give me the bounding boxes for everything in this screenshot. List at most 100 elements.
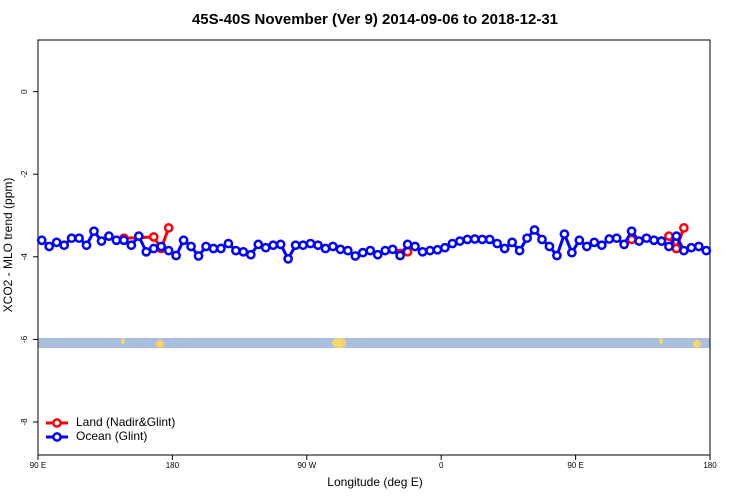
data-point — [253, 239, 264, 250]
x-tick-label: 90 W — [297, 461, 316, 470]
data-point — [410, 241, 420, 252]
data-point — [141, 246, 152, 257]
land-spot — [332, 338, 346, 348]
data-point — [350, 251, 361, 261]
x-tick-label: 90 E — [567, 461, 583, 470]
data-point — [462, 234, 473, 245]
x-tick-label: 180 — [703, 461, 717, 470]
data-point — [238, 246, 249, 257]
data-point — [529, 225, 540, 235]
data-point — [193, 251, 204, 261]
data-point — [656, 236, 667, 246]
data-point — [298, 240, 308, 251]
plot-frame — [37, 39, 711, 456]
data-point — [649, 235, 659, 246]
y-tick-label: 0 — [20, 89, 29, 94]
data-point — [245, 249, 256, 260]
data-point — [417, 246, 428, 257]
data-point — [216, 243, 226, 254]
land-spot — [659, 338, 663, 344]
data-point — [701, 245, 712, 256]
data-point — [395, 250, 405, 261]
data-point — [686, 242, 697, 253]
data-point — [51, 237, 62, 248]
data-point — [156, 241, 167, 252]
y-tick-label: -4 — [20, 253, 29, 261]
data-point — [111, 235, 122, 246]
data-point — [596, 240, 607, 251]
data-point — [679, 223, 689, 233]
x-tick-label: 90 E — [30, 461, 46, 470]
data-point — [81, 240, 92, 251]
y-tick-label: -6 — [20, 335, 29, 343]
data-point — [492, 238, 503, 249]
data-point — [693, 241, 704, 252]
data-point — [260, 242, 271, 253]
data-point — [74, 233, 84, 244]
data-point — [328, 241, 338, 252]
data-point — [343, 245, 353, 256]
data-point — [163, 245, 174, 256]
data-point — [178, 235, 189, 246]
data-point — [402, 239, 413, 250]
data-point — [186, 241, 196, 252]
data-point — [44, 241, 55, 252]
data-point — [275, 239, 286, 250]
data-point — [432, 244, 443, 255]
series — [36, 225, 712, 264]
legend-marker — [52, 418, 62, 428]
data-point — [641, 233, 652, 244]
land-spot — [693, 340, 701, 348]
data-point — [36, 235, 47, 246]
data-point — [320, 243, 331, 254]
data-point — [66, 233, 77, 244]
data-point — [581, 241, 592, 252]
data-point — [514, 245, 525, 256]
data-point — [664, 241, 674, 252]
legend: Land (Nadir&Glint)Ocean (Glint) — [46, 415, 175, 443]
data-point — [89, 226, 99, 237]
data-point — [522, 233, 532, 244]
data-point — [171, 250, 181, 261]
data-point — [537, 234, 547, 245]
data-point — [126, 240, 137, 251]
data-point — [148, 243, 159, 254]
data-point — [283, 254, 293, 264]
legend-marker — [52, 432, 62, 442]
data-point — [626, 226, 637, 237]
data-point — [305, 238, 316, 249]
data-point — [567, 247, 577, 258]
data-point — [387, 244, 398, 255]
data-point — [604, 234, 615, 244]
land-spot — [121, 338, 125, 344]
data-point — [372, 249, 383, 260]
data-point — [469, 234, 480, 244]
x-axis-label: Longitude (deg E) — [327, 475, 422, 489]
data-point — [664, 231, 674, 241]
data-point — [484, 234, 495, 245]
chart-title: 45S-40S November (Ver 9) 2014-09-06 to 2… — [192, 11, 558, 28]
y-axis-label: XCO2 - MLO trend (ppm) — [1, 178, 15, 313]
data-point — [544, 241, 555, 252]
data-point — [313, 240, 323, 251]
legend-label: Land (Nadir&Glint) — [76, 415, 175, 429]
data-point — [499, 243, 510, 254]
data-point — [679, 245, 689, 256]
land-spot — [156, 340, 164, 348]
data-point — [447, 238, 458, 249]
data-point — [365, 245, 376, 256]
data-point — [231, 245, 241, 256]
data-point — [104, 231, 114, 241]
data-point — [671, 231, 682, 241]
data-point — [208, 243, 219, 254]
x-tick-label: 180 — [166, 461, 180, 470]
data-point — [455, 236, 465, 246]
data-point — [634, 236, 644, 246]
data-point — [96, 236, 107, 246]
data-point — [290, 240, 301, 251]
data-point — [357, 247, 368, 258]
legend-label: Ocean (Glint) — [76, 429, 147, 443]
data-point — [268, 240, 279, 251]
data-point — [574, 235, 585, 246]
